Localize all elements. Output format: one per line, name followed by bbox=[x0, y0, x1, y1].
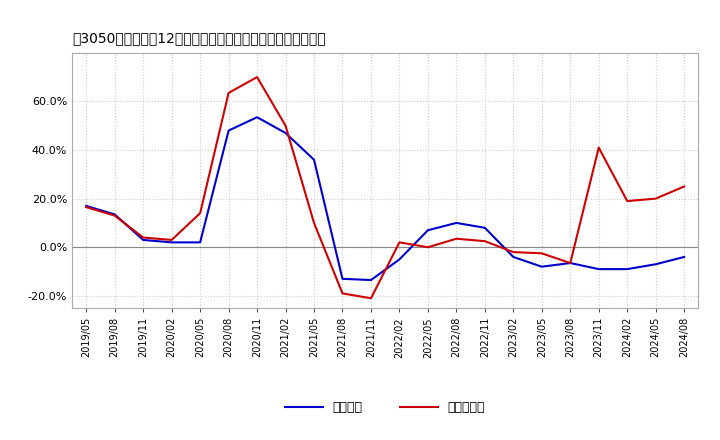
当期純利益 bbox=[110, 213, 119, 218]
経常利益 bbox=[167, 240, 176, 245]
経常利益 bbox=[338, 276, 347, 282]
経常利益 bbox=[139, 237, 148, 242]
経常利益 bbox=[623, 267, 631, 272]
当期純利益 bbox=[253, 74, 261, 80]
当期純利益 bbox=[595, 145, 603, 150]
経常利益 bbox=[452, 220, 461, 226]
経常利益 bbox=[82, 203, 91, 209]
経常利益 bbox=[196, 240, 204, 245]
当期純利益 bbox=[282, 123, 290, 128]
経常利益 bbox=[310, 157, 318, 162]
当期純利益 bbox=[167, 237, 176, 242]
経常利益 bbox=[366, 277, 375, 282]
当期純利益 bbox=[366, 296, 375, 301]
経常利益 bbox=[282, 130, 290, 136]
当期純利益 bbox=[652, 196, 660, 201]
Line: 当期純利益: 当期純利益 bbox=[86, 77, 684, 298]
当期純利益 bbox=[395, 240, 404, 245]
当期純利益 bbox=[509, 249, 518, 255]
当期純利益 bbox=[623, 198, 631, 204]
経常利益 bbox=[480, 225, 489, 231]
当期純利益 bbox=[139, 235, 148, 240]
当期純利益 bbox=[338, 291, 347, 296]
当期純利益 bbox=[310, 220, 318, 226]
経常利益 bbox=[652, 262, 660, 267]
Text: ［3050］　利益の12か月移動合計の対前年同期増減率の推移: ［3050］ 利益の12か月移動合計の対前年同期増減率の推移 bbox=[72, 31, 325, 45]
Line: 経常利益: 経常利益 bbox=[86, 117, 684, 280]
当期純利益 bbox=[452, 236, 461, 242]
当期純利益 bbox=[196, 211, 204, 216]
経常利益 bbox=[225, 128, 233, 133]
経常利益 bbox=[595, 267, 603, 272]
当期純利益 bbox=[537, 251, 546, 256]
経常利益 bbox=[566, 260, 575, 266]
Legend: 経常利益, 当期純利益: 経常利益, 当期純利益 bbox=[280, 396, 490, 419]
当期純利益 bbox=[225, 90, 233, 95]
経常利益 bbox=[680, 254, 688, 260]
当期純利益 bbox=[480, 238, 489, 244]
経常利益 bbox=[395, 257, 404, 262]
経常利益 bbox=[537, 264, 546, 269]
経常利益 bbox=[110, 212, 119, 217]
当期純利益 bbox=[680, 184, 688, 189]
経常利益 bbox=[253, 114, 261, 120]
当期純利益 bbox=[423, 245, 432, 250]
当期純利益 bbox=[82, 205, 91, 210]
経常利益 bbox=[509, 254, 518, 260]
当期純利益 bbox=[566, 260, 575, 266]
経常利益 bbox=[423, 227, 432, 233]
